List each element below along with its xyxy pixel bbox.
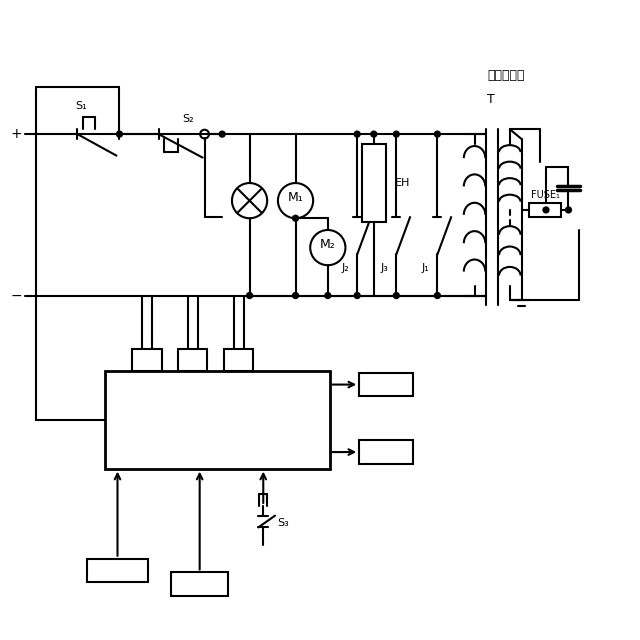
Circle shape [355,292,360,298]
Circle shape [566,207,572,213]
Bar [359,373,413,396]
Bar [178,349,207,371]
Circle shape [292,292,298,298]
Text: J₃: J₃ [235,355,243,365]
Bar [359,440,413,464]
Text: J₃: J₃ [381,263,388,273]
Circle shape [371,131,377,137]
Text: S₃: S₃ [277,518,289,529]
Text: +: + [11,127,22,141]
Circle shape [543,207,549,213]
Text: 按键键盘: 按键键盘 [104,566,131,575]
Text: CPU 控制电路: CPU 控制电路 [181,412,253,428]
Text: J₂: J₂ [342,263,349,273]
Circle shape [246,292,253,298]
Text: J₁: J₁ [143,355,150,365]
Circle shape [435,292,440,298]
Text: 漏感变压器: 漏感变压器 [487,69,525,82]
Circle shape [325,292,331,298]
Text: 蜂鸣器: 蜂鸣器 [376,380,396,390]
Bar [362,144,385,222]
Circle shape [220,131,225,137]
Circle shape [394,131,399,137]
Text: EH: EH [396,178,411,188]
Text: T: T [487,93,495,106]
Text: J₂: J₂ [189,355,196,365]
Bar [224,349,253,371]
Bar [87,559,148,582]
Circle shape [435,131,440,137]
Text: 显示器: 显示器 [376,447,396,457]
Text: S₁: S₁ [76,100,87,111]
Text: M₁: M₁ [287,191,303,204]
Text: −: − [11,289,22,303]
Bar [132,349,161,371]
Bar [105,371,330,468]
Text: 时钟电路: 时钟电路 [186,579,213,589]
Bar [172,572,228,596]
Circle shape [355,131,360,137]
Circle shape [116,131,122,137]
Text: FUSE₁: FUSE₁ [531,190,559,200]
Circle shape [292,215,298,221]
Text: J₁: J₁ [422,263,429,273]
Bar [529,203,561,217]
Circle shape [394,292,399,298]
Text: M₂: M₂ [320,238,336,251]
Text: S₂: S₂ [182,115,194,124]
